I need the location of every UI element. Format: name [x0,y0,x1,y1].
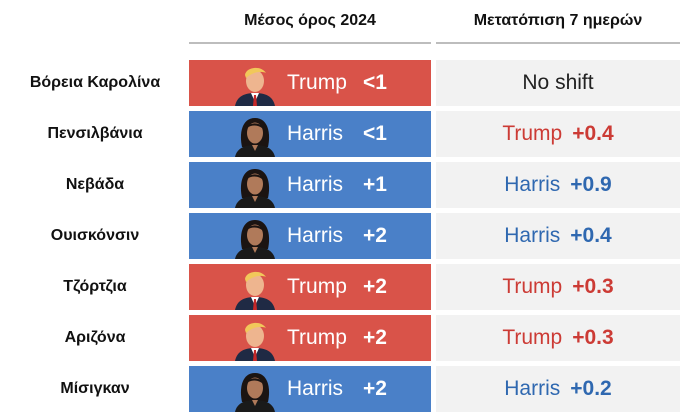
shift-leader-name: Trump [502,326,563,349]
shift-value: +0.3 [572,326,614,349]
shift-cell: Trump +0.3 [436,315,680,361]
average-margin: +2 [363,377,387,400]
average-cell: Trump +2 [189,315,431,361]
state-label: Τζόρτζια [63,278,127,295]
state-label: Πενσιλβάνια [47,125,143,142]
trump-portrait-icon [233,266,277,310]
leader-name: Harris [287,122,343,145]
shift-leader-name: Trump [502,275,563,298]
leader-name: Harris [287,224,343,247]
shift-leader-name: Harris [504,377,561,400]
harris-portrait-icon [233,113,277,157]
shift-value: +0.4 [572,122,614,145]
leader-name: Trump [287,275,347,298]
average-margin: <1 [363,122,387,145]
leader-name: Trump [287,326,347,349]
harris-portrait-icon [233,368,277,412]
harris-portrait-icon [233,164,277,208]
shift-leader-name: Trump [502,122,563,145]
state-label: Νεβάδα [65,176,125,193]
shift-cell: Trump +0.3 [436,264,680,310]
leader-name: Harris [287,173,343,196]
average-cell: Harris <1 [189,111,431,157]
average-margin: <1 [363,71,387,94]
state-label: Αριζόνα [64,329,126,346]
average-margin: +2 [363,275,387,298]
harris-portrait-icon [233,215,277,259]
average-margin: +2 [363,326,387,349]
leader-name: Harris [287,377,343,400]
shift-cell: Harris +0.4 [436,213,680,259]
average-cell: Harris +1 [189,162,431,208]
header-average: Μέσος όρος 2024 [244,12,376,29]
shift-cell: Harris +0.9 [436,162,680,208]
average-cell: Harris +2 [189,213,431,259]
leader-name: Trump [287,71,347,94]
shift-value: +0.3 [572,275,614,298]
trump-portrait-icon [233,317,277,361]
average-cell: Trump +2 [189,264,431,310]
shift-value: +0.4 [570,224,612,247]
shift-leader-name: Harris [504,173,561,196]
average-cell: Trump <1 [189,60,431,106]
state-label: Βόρεια Καρολίνα [29,74,161,91]
shift-cell: Harris +0.2 [436,366,680,412]
average-margin: +2 [363,224,387,247]
shift-leader-name: Harris [504,224,561,247]
trump-portrait-icon [233,62,277,106]
header-divider-shift [436,42,680,44]
state-label: Μίσιγκαν [60,380,130,397]
shift-none-label: No shift [522,71,594,94]
shift-cell: No shift [436,60,680,106]
shift-value: +0.2 [570,377,612,400]
shift-cell: Trump +0.4 [436,111,680,157]
state-label: Ουισκόνσιν [50,227,140,244]
average-margin: +1 [363,173,387,196]
shift-value: +0.9 [570,173,612,196]
average-cell: Harris +2 [189,366,431,412]
header-divider-average [189,42,431,44]
header-shift: Μετατόπιση 7 ημερών [473,12,643,29]
